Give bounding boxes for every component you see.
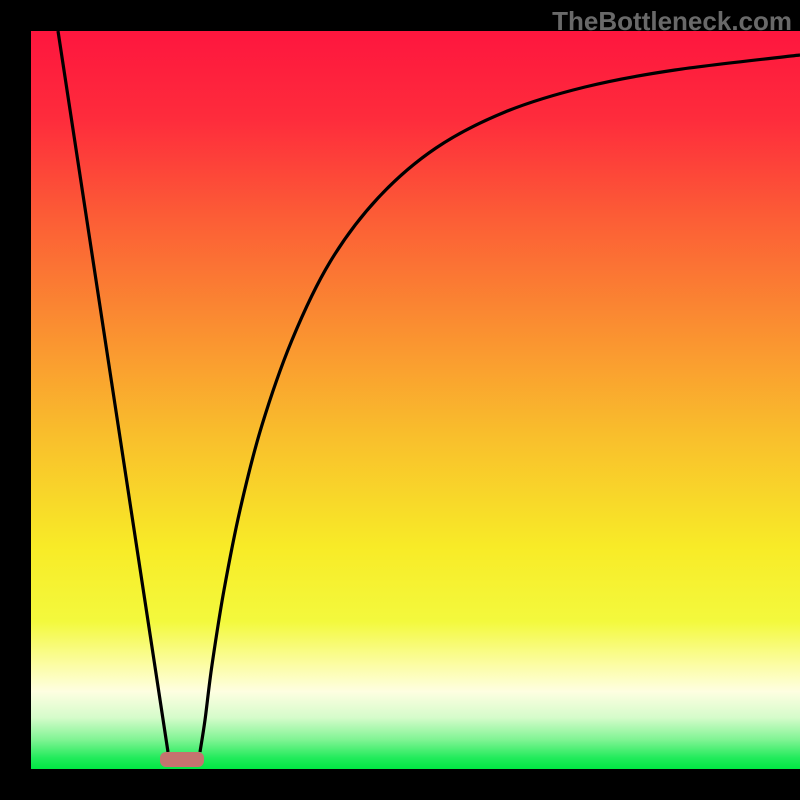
watermark-text: TheBottleneck.com — [552, 6, 792, 37]
curve-right-ascent — [200, 55, 800, 752]
optimal-marker — [160, 752, 204, 767]
chart-curve-layer — [0, 0, 800, 800]
curve-left-descent — [58, 31, 168, 752]
chart-container: TheBottleneck.com — [0, 0, 800, 800]
